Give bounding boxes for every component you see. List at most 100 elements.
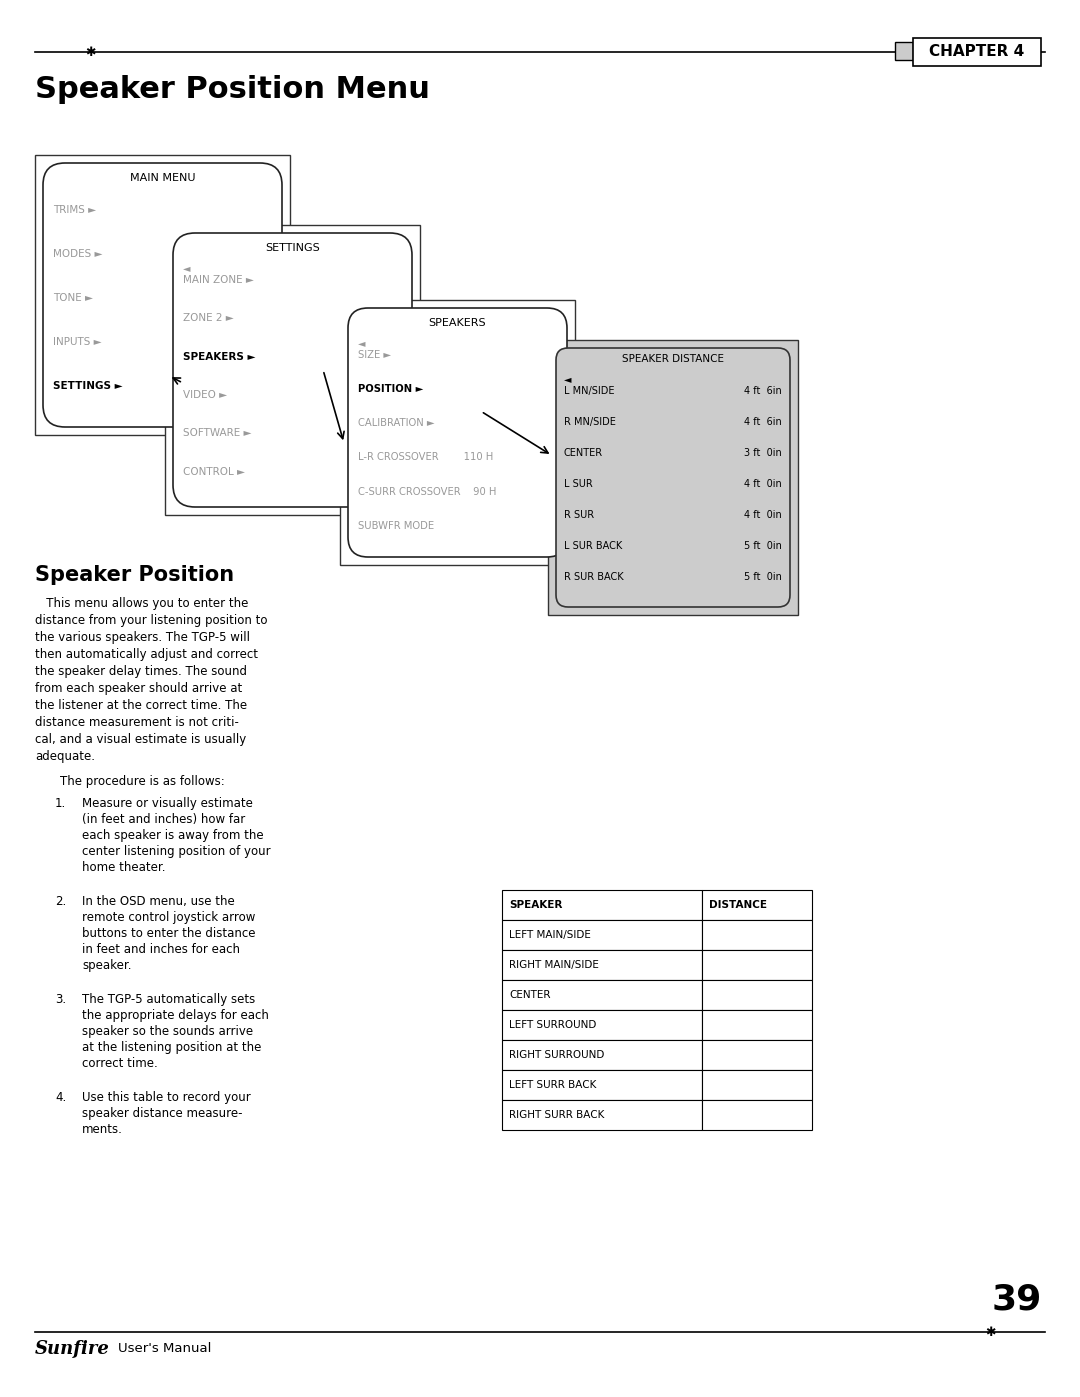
Text: 5 ft  0in: 5 ft 0in <box>744 541 782 550</box>
Text: Sunfire: Sunfire <box>35 1340 110 1358</box>
Text: LEFT SURR BACK: LEFT SURR BACK <box>509 1080 596 1090</box>
Text: L-R CROSSOVER        110 H: L-R CROSSOVER 110 H <box>357 453 494 462</box>
Text: CENTER: CENTER <box>564 448 603 458</box>
Text: The TGP-5 automatically sets: The TGP-5 automatically sets <box>82 993 255 1006</box>
Bar <box>502 1099 702 1130</box>
Text: LEFT SURROUND: LEFT SURROUND <box>509 1020 596 1030</box>
Text: L SUR BACK: L SUR BACK <box>564 541 622 550</box>
Text: R MN/SIDE: R MN/SIDE <box>564 416 616 427</box>
Text: 39: 39 <box>991 1282 1042 1316</box>
Text: ZONE 2 ►: ZONE 2 ► <box>183 313 233 323</box>
Bar <box>548 339 798 615</box>
Bar <box>913 38 1041 66</box>
Bar <box>702 890 812 921</box>
Text: center listening position of your: center listening position of your <box>82 845 271 858</box>
Text: buttons to enter the distance: buttons to enter the distance <box>82 928 256 940</box>
Text: ◄: ◄ <box>183 263 190 272</box>
Text: 3.: 3. <box>55 993 66 1006</box>
Text: The procedure is as follows:: The procedure is as follows: <box>60 775 225 788</box>
Bar <box>165 225 420 515</box>
Text: CALIBRATION ►: CALIBRATION ► <box>357 418 434 429</box>
Text: correct time.: correct time. <box>82 1058 158 1070</box>
Text: SOFTWARE ►: SOFTWARE ► <box>183 429 252 439</box>
Text: 5 ft  0in: 5 ft 0in <box>744 571 782 583</box>
Text: R SUR BACK: R SUR BACK <box>564 571 623 583</box>
Text: ◄: ◄ <box>564 374 571 384</box>
Text: SETTINGS: SETTINGS <box>265 243 320 253</box>
Text: POSITION ►: POSITION ► <box>357 384 423 394</box>
Text: home theater.: home theater. <box>82 861 165 875</box>
Text: VIDEO ►: VIDEO ► <box>183 390 227 400</box>
Text: 2.: 2. <box>55 895 66 908</box>
Bar <box>702 1070 812 1099</box>
Bar <box>502 921 702 950</box>
Bar <box>702 1010 812 1039</box>
Text: In the OSD menu, use the: In the OSD menu, use the <box>82 895 234 908</box>
Text: MODES ►: MODES ► <box>53 249 103 258</box>
Text: SETTINGS ►: SETTINGS ► <box>53 381 123 391</box>
Text: MAIN MENU: MAIN MENU <box>130 173 195 183</box>
Text: ◄: ◄ <box>357 338 365 348</box>
Text: speaker so the sounds arrive: speaker so the sounds arrive <box>82 1025 253 1038</box>
Text: L MN/SIDE: L MN/SIDE <box>564 386 615 395</box>
Text: RIGHT MAIN/SIDE: RIGHT MAIN/SIDE <box>509 960 599 970</box>
Text: ments.: ments. <box>82 1123 123 1136</box>
Text: the various speakers. The TGP-5 will: the various speakers. The TGP-5 will <box>35 631 249 644</box>
Bar <box>702 981 812 1010</box>
Text: in feet and inches for each: in feet and inches for each <box>82 943 240 956</box>
Text: Use this table to record your: Use this table to record your <box>82 1091 251 1104</box>
Bar <box>702 1099 812 1130</box>
Bar <box>502 950 702 981</box>
Text: RIGHT SURR BACK: RIGHT SURR BACK <box>509 1111 605 1120</box>
Text: C-SURR CROSSOVER    90 H: C-SURR CROSSOVER 90 H <box>357 486 497 497</box>
Bar <box>895 42 913 60</box>
Text: speaker distance measure-: speaker distance measure- <box>82 1106 243 1120</box>
Text: SPEAKER DISTANCE: SPEAKER DISTANCE <box>622 353 724 365</box>
Bar <box>702 950 812 981</box>
Text: from each speaker should arrive at: from each speaker should arrive at <box>35 682 242 694</box>
Text: ✱: ✱ <box>84 46 95 59</box>
Bar <box>502 981 702 1010</box>
Text: L SUR: L SUR <box>564 479 593 489</box>
Text: SIZE ►: SIZE ► <box>357 351 391 360</box>
Text: remote control joystick arrow: remote control joystick arrow <box>82 911 255 923</box>
Text: 3 ft  0in: 3 ft 0in <box>744 448 782 458</box>
Text: Speaker Position: Speaker Position <box>35 564 234 585</box>
Text: LEFT MAIN/SIDE: LEFT MAIN/SIDE <box>509 930 591 940</box>
Text: CHAPTER 4: CHAPTER 4 <box>930 45 1025 60</box>
Text: TONE ►: TONE ► <box>53 293 93 303</box>
Text: 1.: 1. <box>55 798 66 810</box>
Text: 4 ft  0in: 4 ft 0in <box>744 510 782 520</box>
FancyBboxPatch shape <box>556 348 789 608</box>
Text: R SUR: R SUR <box>564 510 594 520</box>
Text: 4 ft  0in: 4 ft 0in <box>744 479 782 489</box>
Text: INPUTS ►: INPUTS ► <box>53 337 102 346</box>
FancyBboxPatch shape <box>173 233 411 507</box>
Bar <box>702 1039 812 1070</box>
Text: speaker.: speaker. <box>82 958 132 972</box>
Bar <box>702 921 812 950</box>
Bar <box>340 300 575 564</box>
Text: User's Manual: User's Manual <box>118 1343 212 1355</box>
Bar <box>502 1010 702 1039</box>
Bar <box>502 890 702 921</box>
Text: DISTANCE: DISTANCE <box>708 900 767 909</box>
Text: 4 ft  6in: 4 ft 6in <box>744 386 782 395</box>
Text: CONTROL ►: CONTROL ► <box>183 467 245 476</box>
Text: SPEAKERS ►: SPEAKERS ► <box>183 352 256 362</box>
Text: the speaker delay times. The sound: the speaker delay times. The sound <box>35 665 247 678</box>
Bar <box>502 1039 702 1070</box>
Text: Speaker Position Menu: Speaker Position Menu <box>35 75 430 103</box>
Text: distance measurement is not criti-: distance measurement is not criti- <box>35 717 239 729</box>
Text: each speaker is away from the: each speaker is away from the <box>82 828 264 842</box>
Text: 4.: 4. <box>55 1091 66 1104</box>
Text: adequate.: adequate. <box>35 750 95 763</box>
Text: cal, and a visual estimate is usually: cal, and a visual estimate is usually <box>35 733 246 746</box>
Bar <box>35 155 291 434</box>
Text: at the listening position at the: at the listening position at the <box>82 1041 261 1053</box>
Text: CENTER: CENTER <box>509 990 551 1000</box>
Text: the listener at the correct time. The: the listener at the correct time. The <box>35 698 247 712</box>
Text: 4 ft  6in: 4 ft 6in <box>744 416 782 427</box>
Text: RIGHT SURROUND: RIGHT SURROUND <box>509 1051 605 1060</box>
Text: Measure or visually estimate: Measure or visually estimate <box>82 798 253 810</box>
